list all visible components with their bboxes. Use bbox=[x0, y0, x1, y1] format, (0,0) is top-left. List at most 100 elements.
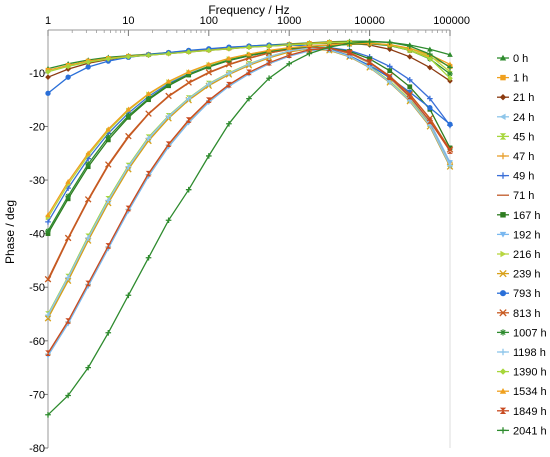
legend-label: 1534 h bbox=[513, 386, 547, 398]
series-line bbox=[47, 48, 451, 319]
data-point bbox=[386, 63, 393, 70]
series-1198-h bbox=[45, 45, 453, 318]
data-point bbox=[44, 275, 52, 283]
data-point bbox=[185, 71, 192, 78]
data-point bbox=[266, 75, 272, 82]
data-point bbox=[427, 64, 433, 71]
data-point bbox=[125, 112, 132, 119]
data-point bbox=[246, 44, 252, 50]
data-point bbox=[386, 46, 393, 53]
data-point bbox=[125, 132, 132, 140]
data-point bbox=[367, 56, 372, 62]
data-point bbox=[346, 49, 353, 56]
data-point bbox=[386, 39, 393, 46]
legend-label: 49 h bbox=[513, 171, 534, 183]
legend-item: 216 h bbox=[497, 249, 541, 261]
data-point bbox=[386, 74, 393, 80]
data-point bbox=[165, 81, 172, 88]
data-point bbox=[45, 74, 51, 80]
data-point bbox=[105, 134, 112, 140]
data-point bbox=[386, 79, 393, 85]
axes: 1 10 100 1000 10000 100000 -10 -20 -30 -40 -50 -60 -… bbox=[29, 15, 470, 455]
data-point bbox=[85, 161, 91, 167]
legend-item: 1007 h bbox=[497, 327, 547, 339]
data-point bbox=[165, 92, 172, 100]
legend-item: 167 h bbox=[497, 210, 541, 222]
data-point bbox=[65, 318, 71, 324]
legend-item: 47 h bbox=[497, 151, 534, 163]
x-tick-label: 100000 bbox=[433, 15, 470, 27]
data-point bbox=[226, 120, 232, 127]
data-point bbox=[105, 161, 112, 168]
data-point bbox=[65, 63, 71, 70]
data-point bbox=[406, 93, 413, 100]
data-point bbox=[499, 269, 507, 278]
legend-label: 813 h bbox=[513, 308, 541, 320]
series-line bbox=[47, 47, 451, 316]
data-point bbox=[447, 121, 453, 127]
data-point bbox=[447, 51, 453, 57]
data-point bbox=[226, 81, 232, 88]
legend-label: 192 h bbox=[513, 229, 541, 241]
data-point bbox=[226, 70, 232, 77]
legend-item: 1534 h bbox=[497, 386, 547, 398]
data-point bbox=[64, 277, 72, 285]
data-point bbox=[125, 292, 132, 299]
data-point bbox=[84, 196, 92, 203]
data-point bbox=[165, 141, 172, 147]
data-point bbox=[499, 348, 507, 356]
legend-item: 192 h bbox=[497, 229, 541, 241]
x-tick-label: 1 bbox=[45, 15, 51, 27]
data-point bbox=[499, 133, 507, 140]
data-point bbox=[45, 219, 51, 225]
data-point bbox=[65, 274, 71, 281]
data-point bbox=[65, 74, 71, 80]
x-tick-label: 10 bbox=[122, 15, 134, 27]
data-point bbox=[206, 61, 212, 67]
data-point bbox=[500, 250, 507, 258]
data-point bbox=[145, 110, 152, 117]
legend-label: 793 h bbox=[513, 288, 541, 300]
data-point bbox=[45, 69, 51, 75]
data-point bbox=[165, 78, 172, 84]
data-point bbox=[206, 153, 212, 159]
data-point bbox=[499, 231, 507, 238]
data-point bbox=[427, 105, 433, 111]
data-point bbox=[346, 40, 353, 47]
series-line bbox=[47, 48, 451, 318]
data-point bbox=[206, 97, 212, 104]
data-point bbox=[246, 69, 252, 76]
data-point bbox=[105, 197, 112, 204]
legend-item: 793 h bbox=[497, 288, 541, 300]
data-point bbox=[205, 69, 213, 76]
data-point bbox=[499, 427, 507, 434]
legend-item: 0 h bbox=[497, 53, 528, 65]
data-point bbox=[286, 60, 292, 67]
data-point bbox=[85, 64, 91, 70]
data-point bbox=[499, 368, 507, 375]
data-point bbox=[427, 55, 433, 62]
data-point bbox=[65, 392, 71, 399]
data-point bbox=[206, 47, 212, 54]
legend-item: 1849 h bbox=[497, 406, 547, 418]
data-point bbox=[85, 59, 91, 65]
data-point bbox=[85, 235, 91, 241]
data-point bbox=[125, 53, 132, 60]
legend-label: 1849 h bbox=[513, 406, 547, 418]
data-point bbox=[447, 148, 453, 154]
data-point bbox=[145, 95, 152, 102]
series-layer bbox=[44, 38, 454, 418]
data-point bbox=[125, 163, 132, 170]
y-axis-title: Phase / deg bbox=[3, 200, 17, 264]
legend-label: 2041 h bbox=[513, 425, 547, 437]
legend-label: 1390 h bbox=[513, 367, 547, 379]
data-point bbox=[500, 212, 506, 218]
data-point bbox=[499, 407, 507, 414]
data-point bbox=[226, 55, 232, 61]
y-tick-label: -10 bbox=[29, 68, 45, 80]
data-point bbox=[185, 79, 192, 86]
legend-label: 21 h bbox=[513, 92, 534, 104]
data-point bbox=[105, 243, 112, 249]
data-point bbox=[45, 228, 51, 234]
data-point bbox=[499, 388, 507, 394]
